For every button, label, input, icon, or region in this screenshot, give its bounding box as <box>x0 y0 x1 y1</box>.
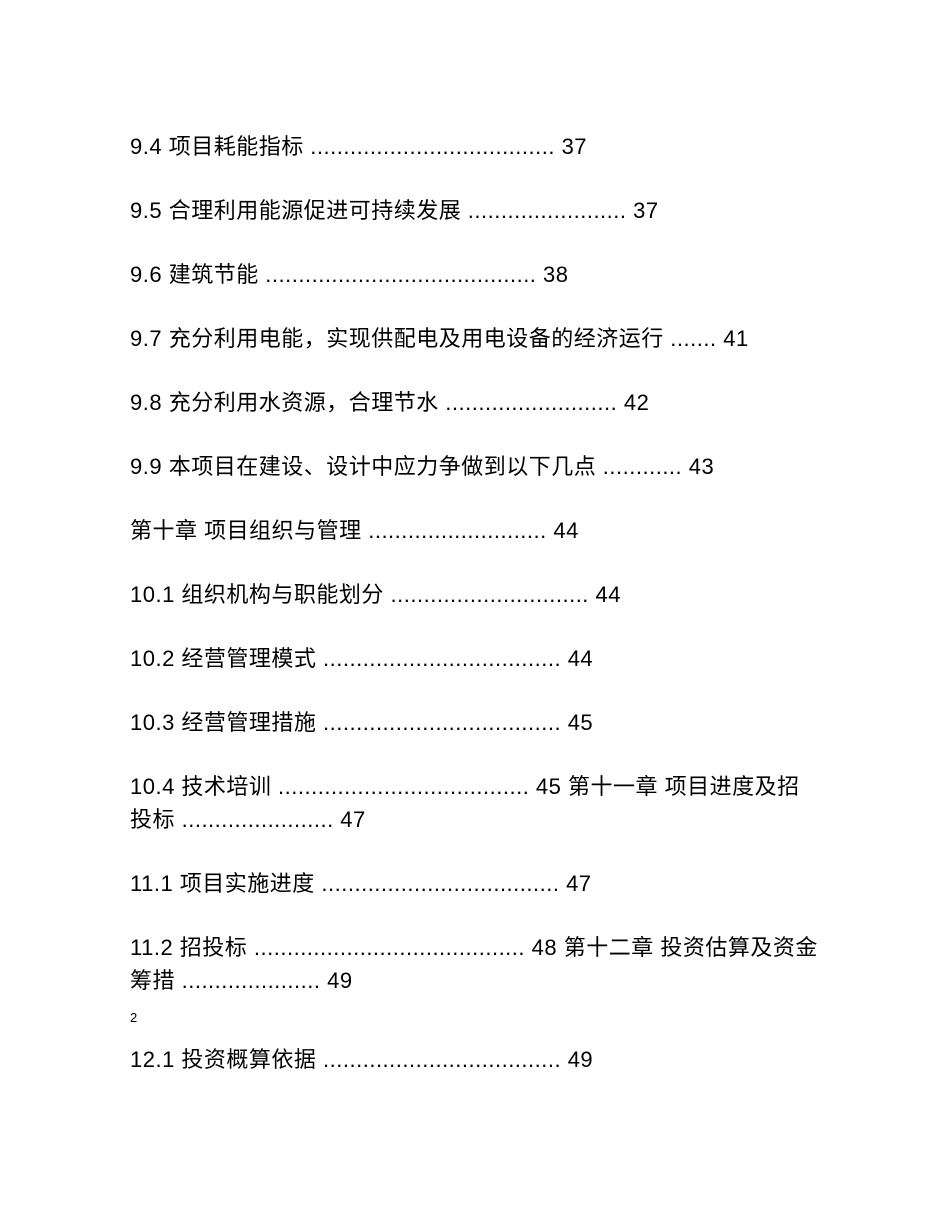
toc-entry: 9.6 建筑节能 ...............................… <box>130 258 820 291</box>
document-page: 9.4 项目耗能指标 .............................… <box>0 0 950 1076</box>
toc-entry: 10.3 经营管理措施 ............................… <box>130 706 820 739</box>
toc-entry: 9.5 合理利用能源促进可持续发展 ......................… <box>130 194 820 227</box>
toc-entry: 10.1 组织机构与职能划分 .........................… <box>130 578 820 611</box>
toc-entry: 第十章 项目组织与管理 ........................... … <box>130 514 820 547</box>
toc-entry: 9.9 本项目在建设、设计中应力争做到以下几点 ............ 43 <box>130 450 820 483</box>
toc-entry: 12.1 投资概算依据 ............................… <box>130 1043 820 1076</box>
page-footer-number: 2 <box>130 1010 820 1025</box>
toc-entry: 10.4 技术培训 ..............................… <box>130 770 820 836</box>
toc-entry: 11.2 招投标 ...............................… <box>130 931 820 997</box>
toc-entry: 9.7 充分利用电能，实现供配电及用电设备的经济运行 ....... 41 <box>130 322 820 355</box>
toc-entry: 10.2 经营管理模式 ............................… <box>130 642 820 675</box>
toc-entry: 9.8 充分利用水资源，合理节水 .......................… <box>130 386 820 419</box>
toc-entry: 9.4 项目耗能指标 .............................… <box>130 130 820 163</box>
toc-entry: 11.1 项目实施进度 ............................… <box>130 867 820 900</box>
